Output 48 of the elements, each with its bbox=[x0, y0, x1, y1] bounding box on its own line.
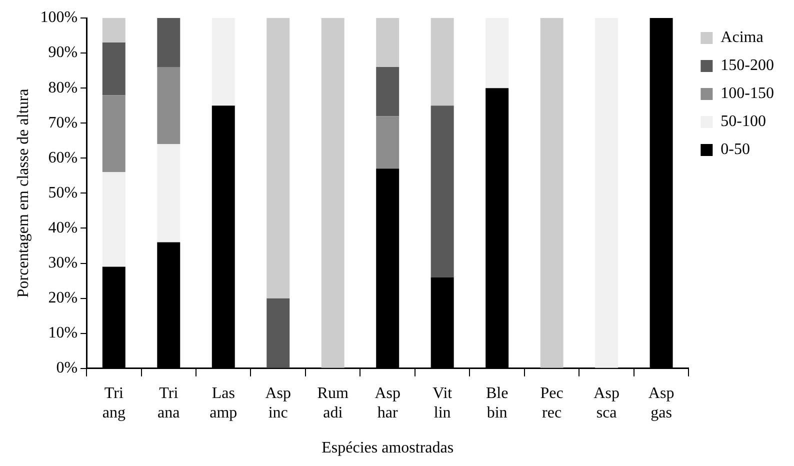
bar bbox=[321, 18, 344, 368]
y-axis-title: Porcentagem em classe de altura bbox=[14, 88, 32, 298]
legend-label: 150-200 bbox=[720, 57, 774, 74]
x-tick-label: Asp inc bbox=[265, 385, 292, 422]
bar bbox=[102, 95, 126, 172]
bar bbox=[430, 18, 454, 106]
bar bbox=[486, 18, 509, 88]
x-tick-label: Ble bin bbox=[486, 385, 508, 422]
bar bbox=[376, 67, 400, 116]
x-tick-label: Pec rec bbox=[540, 385, 564, 422]
bar bbox=[376, 116, 400, 169]
bar bbox=[102, 172, 126, 267]
legend-label: 50-100 bbox=[720, 113, 766, 130]
bar bbox=[376, 18, 400, 68]
y-tick-label: 80% bbox=[48, 79, 78, 96]
x-tick-label: Las amp bbox=[210, 385, 238, 422]
y-tick-label: 10% bbox=[48, 324, 78, 342]
legend-label: Acima bbox=[720, 29, 764, 46]
x-tick-label: Vit lin bbox=[432, 385, 453, 422]
x-tick-label: Rum adi bbox=[317, 385, 349, 422]
bar bbox=[540, 18, 564, 368]
bar bbox=[266, 18, 290, 298]
bar bbox=[212, 18, 235, 106]
y-tick-label: 40% bbox=[48, 219, 78, 236]
y-tick-label: 20% bbox=[48, 290, 78, 307]
bar bbox=[102, 42, 126, 96]
bar bbox=[157, 144, 180, 242]
bar bbox=[157, 67, 180, 144]
x-tick-label: Tri ana bbox=[158, 385, 180, 422]
y-tick-label: 60% bbox=[48, 149, 78, 166]
y-tick-label: 50% bbox=[48, 184, 78, 202]
x-axis-title: Espécies amostradas bbox=[322, 440, 454, 457]
x-tick-label: Tri ang bbox=[102, 385, 126, 422]
y-tick-label: 70% bbox=[48, 114, 78, 132]
bar bbox=[430, 106, 454, 278]
bar bbox=[595, 18, 618, 368]
y-tick-label: 30% bbox=[48, 254, 78, 272]
y-tick-label: 100% bbox=[40, 9, 78, 26]
bar bbox=[102, 18, 126, 43]
x-tick-label: Asp sca bbox=[594, 385, 620, 422]
x-tick-label: Asp gas bbox=[648, 385, 674, 422]
y-tick-label: 90% bbox=[48, 44, 78, 62]
legend-label: 100-150 bbox=[720, 85, 774, 102]
y-tick-label: 0% bbox=[56, 360, 78, 377]
legend-label: 0-50 bbox=[720, 141, 750, 158]
bar bbox=[266, 298, 290, 368]
x-tick-label: Asp har bbox=[374, 385, 400, 422]
bar bbox=[157, 18, 180, 68]
